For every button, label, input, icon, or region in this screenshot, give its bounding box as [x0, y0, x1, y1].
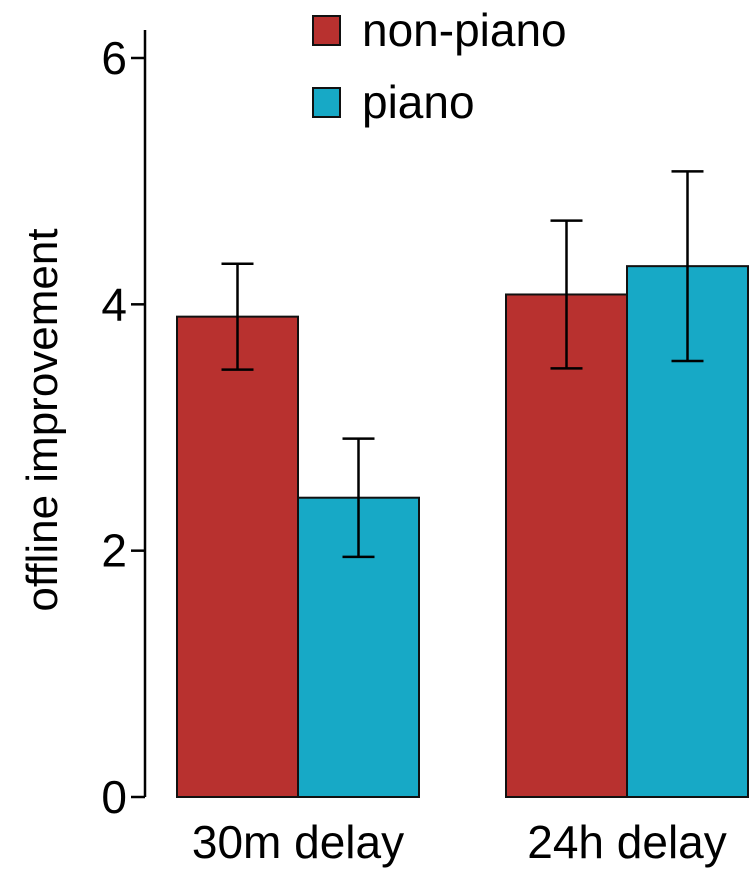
y-tick-label-4: 4	[101, 278, 127, 330]
error-bars	[221, 170, 704, 559]
y-tick-label-2: 2	[101, 525, 127, 577]
y-tick-label-0: 0	[101, 771, 127, 823]
error-bar-non-piano-24h-delay	[550, 219, 583, 370]
legend-item-non-piano: non-piano	[312, 4, 567, 56]
legend-label-piano: piano	[362, 76, 475, 128]
legend-swatch-piano	[312, 87, 341, 118]
legend: non-piano piano	[312, 4, 567, 128]
error-bar-non-piano-30m-delay	[221, 262, 254, 371]
legend-label-non-piano: non-piano	[362, 4, 567, 56]
x-axis-labels: 30m delay 24h delay	[192, 816, 727, 868]
legend-swatch-non-piano	[312, 15, 341, 46]
bar-piano-24h-delay	[626, 265, 749, 798]
bars	[176, 265, 749, 798]
error-bar-piano-30m-delay	[342, 437, 375, 559]
bar-non-piano-30m-delay	[176, 315, 299, 798]
y-axis-label: offline improvement	[18, 228, 67, 611]
legend-item-piano: piano	[312, 76, 475, 128]
y-axis: 0 2 4 6	[101, 30, 147, 823]
x-category-label-24h-delay: 24h delay	[527, 816, 727, 868]
y-tick-label-6: 6	[101, 32, 127, 84]
bar-non-piano-24h-delay	[505, 293, 628, 798]
error-bar-piano-24h-delay	[671, 170, 704, 363]
x-category-label-30m-delay: 30m delay	[192, 816, 404, 868]
